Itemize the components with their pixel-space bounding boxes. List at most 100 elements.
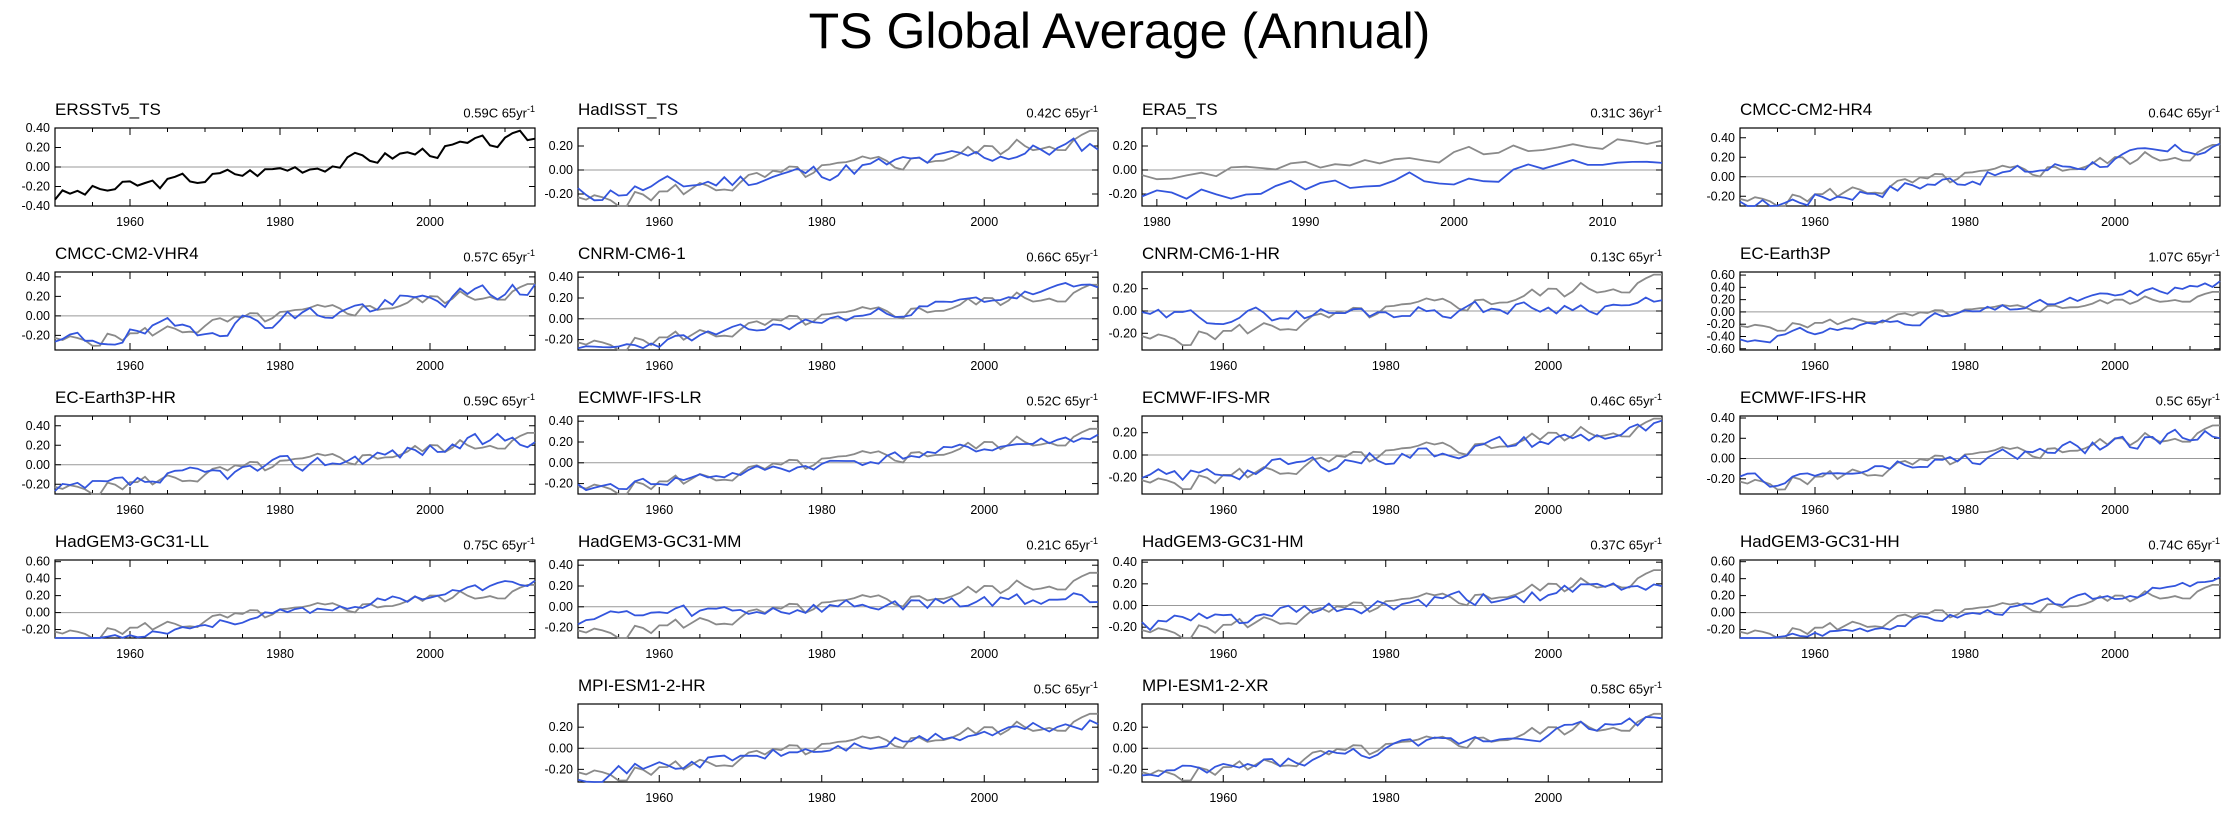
x-tick-label: 1980 (1372, 503, 1400, 517)
x-tick-label: 1960 (645, 791, 673, 805)
trend-exponent: -1 (2211, 104, 2220, 114)
x-tick-label: 1980 (808, 791, 836, 805)
x-tick-label: 1980 (1372, 359, 1400, 373)
y-tick-label: 0.00 (549, 456, 573, 470)
trend-annotation: 0.52C 65yr-1 (898, 392, 1098, 408)
x-tick-label: 2000 (1534, 503, 1562, 517)
y-tick-label: -0.20 (22, 328, 51, 342)
y-tick-label: 0.20 (26, 141, 50, 155)
y-tick-label: -0.20 (1109, 326, 1138, 340)
panel-title: CNRM-CM6-1-HR (1142, 244, 1280, 263)
y-tick-label: 0.00 (26, 458, 50, 472)
y-tick-label: -0.20 (22, 623, 51, 637)
model-series-line (1141, 296, 1663, 326)
x-tick-label: 1960 (1801, 359, 1829, 373)
trend-value: 0.31C 36yr (1590, 105, 1654, 121)
x-tick-label: 1980 (1951, 215, 1979, 229)
trend-exponent: -1 (1653, 104, 1662, 114)
reference-series-line (54, 129, 536, 201)
y-tick-label: 0.20 (26, 289, 50, 303)
trend-annotation: 0.5C 65yr-1 (2020, 392, 2220, 408)
x-tick-label: 1960 (1801, 215, 1829, 229)
plot-frame (1739, 415, 2221, 495)
plot-frame (54, 271, 536, 351)
y-tick-label: 0.00 (26, 160, 50, 174)
x-tick-label: 2000 (416, 215, 444, 229)
x-tick-label: 2000 (970, 647, 998, 661)
plot-area: 0.40 0.20 0.00 -0.20 1960 1980 2000 (22, 270, 536, 373)
observed-series-line (54, 283, 535, 347)
observed-series-line (577, 571, 1098, 639)
panel-title: HadGEM3-GC31-LL (55, 532, 210, 551)
plot-area: 0.60 0.40 0.20 0.00 -0.20 1960 1980 2000 (1707, 555, 2221, 661)
plot-area: 0.40 0.20 0.00 -0.20 -0.40 1960 1980 2000 (22, 121, 536, 229)
x-tick-label: 2000 (2101, 215, 2129, 229)
plot-frame (577, 271, 1099, 351)
plot-area: 0.40 0.20 0.00 -0.20 1960 1980 2000 (545, 558, 1099, 661)
x-tick-label: 1960 (645, 647, 673, 661)
y-tick-label: 0.00 (26, 606, 50, 620)
x-tick-label: 1980 (266, 503, 294, 517)
x-tick-label: 1980 (266, 647, 294, 661)
trend-annotation: 0.57C 65yr-1 (335, 248, 535, 264)
y-tick-label: -0.20 (1109, 762, 1138, 776)
plot-area: 0.40 0.20 0.00 -0.20 1960 1980 2000 (545, 414, 1099, 517)
panel-title: MPI-ESM1-2-HR (578, 676, 706, 695)
y-tick-label: 0.40 (26, 419, 50, 433)
y-tick-label: -0.40 (22, 199, 51, 213)
x-tick-label: 2000 (1440, 215, 1468, 229)
model-series-line (1141, 159, 1663, 200)
x-tick-label: 1980 (1143, 215, 1171, 229)
trend-annotation: 0.37C 65yr-1 (1462, 536, 1662, 552)
x-tick-label: 1960 (645, 359, 673, 373)
plot-area: 0.40 0.20 0.00 -0.20 1960 1980 2000 (1109, 555, 1663, 661)
y-tick-label: -0.20 (545, 762, 574, 776)
y-tick-label: 0.00 (1113, 163, 1137, 177)
plot-area: 0.20 0.00 -0.20 1960 1980 2000 (1109, 415, 1663, 517)
trend-exponent: -1 (1653, 536, 1662, 546)
y-tick-label: -0.20 (1707, 472, 1736, 486)
x-tick-label: 1980 (808, 647, 836, 661)
trend-exponent: -1 (526, 248, 535, 258)
x-tick-label: 2000 (1534, 359, 1562, 373)
model-series-line (577, 592, 1099, 626)
x-tick-label: 1960 (1801, 647, 1829, 661)
x-tick-label: 1960 (645, 503, 673, 517)
trend-exponent: -1 (2211, 248, 2220, 258)
y-tick-label: 0.00 (1113, 304, 1137, 318)
model-series-line (1141, 716, 1663, 778)
x-tick-label: 1980 (1951, 647, 1979, 661)
trend-exponent: -1 (1653, 680, 1662, 690)
figure-title: TS Global Average (Annual) (808, 3, 1431, 59)
x-tick-label: 1960 (1209, 791, 1237, 805)
plot-area: 0.60 0.40 0.20 0.00 -0.20 1960 1980 2000 (22, 555, 536, 661)
y-tick-label: -0.20 (545, 187, 574, 201)
x-tick-label: 1960 (1209, 647, 1237, 661)
trend-exponent: -1 (1089, 248, 1098, 258)
trend-exponent: -1 (526, 392, 535, 402)
x-tick-label: 1980 (808, 359, 836, 373)
trend-exponent: -1 (1089, 680, 1098, 690)
y-tick-label: -0.20 (545, 333, 574, 347)
trend-exponent: -1 (1089, 536, 1098, 546)
y-tick-label: 0.20 (1711, 293, 1735, 307)
y-tick-label: 0.00 (1711, 452, 1735, 466)
x-tick-label: 1980 (266, 215, 294, 229)
y-tick-label: 0.00 (26, 309, 50, 323)
model-series-line (577, 433, 1099, 492)
trend-value: 0.75C 65yr (463, 537, 527, 553)
y-tick-label: 0.20 (1113, 139, 1137, 153)
trend-annotation: 1.07C 65yr-1 (2020, 248, 2220, 264)
trend-value: 0.52C 65yr (1026, 393, 1090, 409)
y-tick-label: 0.40 (549, 558, 573, 572)
plot-frame (577, 559, 1099, 639)
y-tick-label: 0.40 (26, 121, 50, 135)
y-tick-label: 0.40 (1711, 280, 1735, 294)
observed-series-line (1739, 144, 2220, 207)
plot-area: 0.20 0.00 -0.20 1980 1990 2000 2010 (1109, 127, 1663, 229)
panel-title: EC-Earth3P-HR (55, 388, 176, 407)
y-tick-label: 0.20 (549, 291, 573, 305)
plot-area: 0.20 0.00 -0.20 1960 1980 2000 (545, 703, 1099, 805)
plot-frame (1739, 127, 2221, 207)
model-series-line (55, 580, 536, 639)
